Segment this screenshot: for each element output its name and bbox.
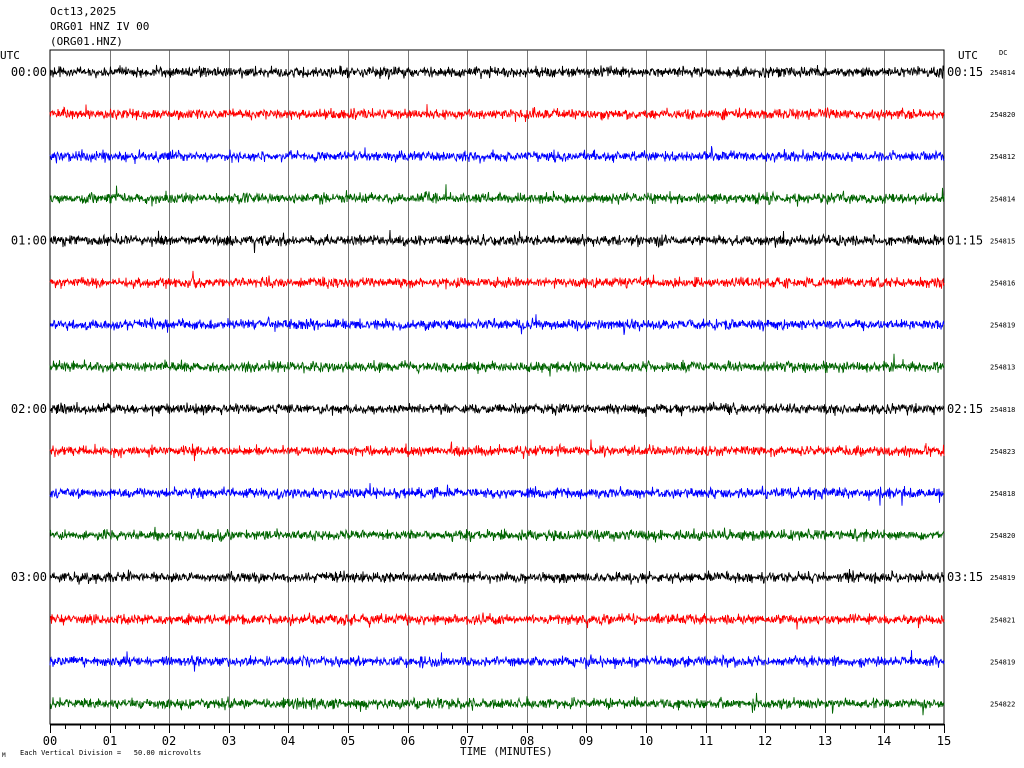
seismic-trace (49, 64, 945, 80)
dc-value: 254814 (990, 69, 1015, 77)
dc-value: 254820 (990, 532, 1015, 540)
seismic-trace (49, 401, 945, 417)
seismic-trace (49, 314, 945, 335)
dc-value: 254814 (990, 195, 1015, 203)
dc-value: 254822 (990, 701, 1015, 709)
seismic-trace (49, 612, 945, 630)
x-tick-label: 03 (222, 734, 236, 748)
x-tick-label: 15 (937, 734, 951, 748)
x-tick-label: 11 (699, 734, 713, 748)
x-tick-label: 00 (43, 734, 57, 748)
dc-value: 254812 (990, 153, 1015, 161)
x-tick-label: 12 (758, 734, 772, 748)
dc-value: 254818 (990, 406, 1015, 414)
x-tick-label: 14 (877, 734, 891, 748)
x-tick-label: 07 (460, 734, 474, 748)
trace-group (49, 64, 945, 716)
right-time-label: 00:15 (947, 65, 983, 79)
x-tick-label: 01 (103, 734, 117, 748)
seismic-trace (49, 270, 945, 290)
date-label: Oct13,2025 (50, 5, 117, 18)
dc-value: 254818 (990, 490, 1015, 498)
seismic-trace (49, 439, 945, 462)
dc-value: 254813 (990, 364, 1015, 372)
dc-value: 254819 (990, 574, 1015, 582)
dc-value: 254816 (990, 280, 1015, 288)
dc-value: 254819 (990, 322, 1015, 330)
x-axis: 00 01 02 03 04 05 06 07 08 09 10 11 12 13 14 15 (43, 724, 951, 748)
left-time-label: 02:00 (11, 402, 47, 416)
x-tick-label: 13 (818, 734, 832, 748)
x-tick-label: 02 (162, 734, 176, 748)
seismic-trace (49, 568, 945, 585)
left-time-label: 00:00 (11, 65, 47, 79)
seismic-trace (49, 483, 945, 506)
right-time-label: 01:15 (947, 233, 983, 247)
utc-right-label: UTC (958, 49, 978, 62)
seismic-trace (49, 104, 945, 123)
dc-value: 254820 (990, 111, 1015, 119)
channel-label: (ORG01.HNZ) (50, 35, 123, 48)
x-tick-label: 04 (281, 734, 295, 748)
scale-note: Each Vertical Division = 50.00 microvolt… (20, 749, 202, 757)
label-group: 254814 00:00 00:15 254820 254812 254814 254815… (11, 65, 1015, 709)
left-time-label: 01:00 (11, 233, 47, 247)
dc-value: 254823 (990, 448, 1015, 456)
seismic-trace (49, 184, 945, 207)
seismic-trace (49, 692, 945, 716)
utc-left-label: UTC (0, 49, 20, 62)
dc-value: 254819 (990, 658, 1015, 666)
left-time-label: 03:00 (11, 570, 47, 584)
seismic-trace (49, 526, 945, 543)
seismic-trace (49, 229, 945, 254)
x-tick-label: 09 (579, 734, 593, 748)
seismic-trace (49, 146, 945, 165)
seismic-trace (49, 650, 945, 672)
seismic-trace (49, 353, 945, 377)
right-time-label: 03:15 (947, 570, 983, 584)
x-tick-label: 05 (341, 734, 355, 748)
dc-value: 254815 (990, 237, 1015, 245)
dc-column-label: DC (999, 49, 1008, 57)
x-tick-label: 06 (401, 734, 415, 748)
x-tick-label: 10 (639, 734, 653, 748)
scale-mark: M (2, 752, 6, 759)
x-axis-title: TIME (MINUTES) (460, 745, 553, 758)
dc-value: 254821 (990, 616, 1015, 624)
right-time-label: 02:15 (947, 402, 983, 416)
station-label: ORG01 HNZ IV 00 (50, 20, 150, 33)
x-tick-label: 08 (520, 734, 534, 748)
